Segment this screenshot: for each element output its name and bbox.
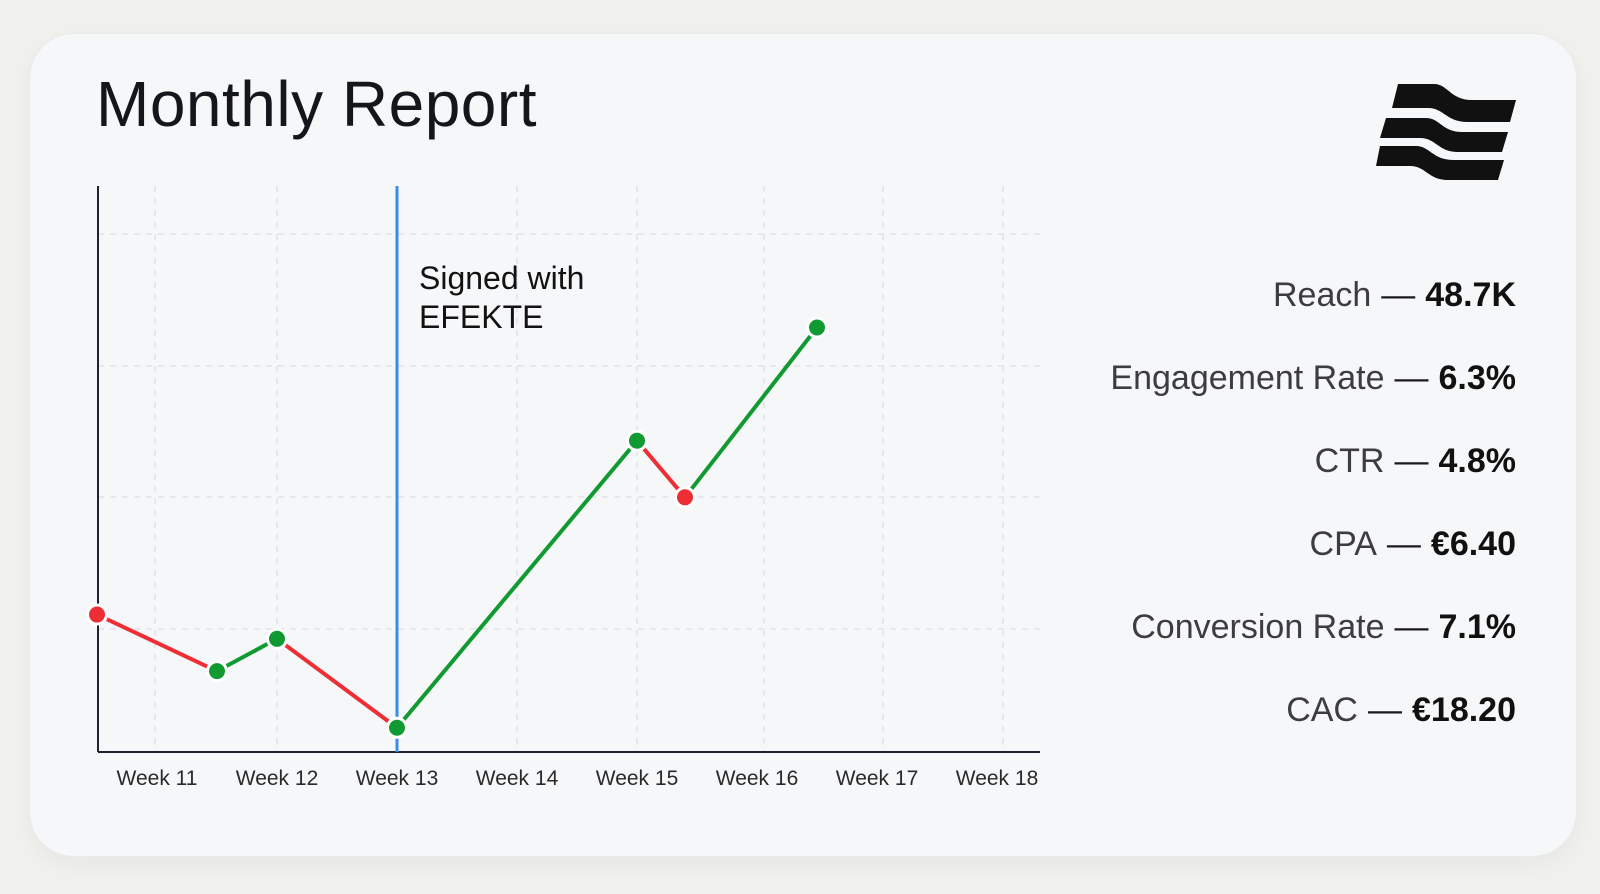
metric-label: Engagement Rate	[1110, 359, 1385, 397]
line-segment	[635, 438, 687, 500]
data-point	[677, 489, 693, 506]
page-title: Monthly Report	[96, 68, 537, 140]
annotation-line-1: Signed with	[419, 260, 584, 296]
metric-separator: —	[1386, 525, 1421, 563]
line-segment	[215, 636, 279, 674]
x-tick-label: Week 13	[356, 767, 439, 790]
line-segment	[95, 612, 219, 674]
metric-separator: —	[1368, 691, 1402, 729]
signed-annotation: Signed with EFEKTE	[419, 260, 593, 335]
grid-lines	[98, 186, 1040, 752]
data-point	[629, 432, 645, 449]
metric-separator: —	[1394, 608, 1429, 646]
metric-value: €18.20	[1412, 691, 1516, 729]
metric-cac: CAC — €18.20	[1286, 669, 1516, 752]
metric-value: 6.3%	[1438, 359, 1517, 397]
metric-value: €6.40	[1430, 525, 1516, 563]
metric-cpa: CPA — €6.40	[1310, 503, 1516, 586]
report-card	[30, 34, 1576, 856]
x-tick-label: Week 18	[956, 767, 1039, 790]
data-point	[209, 663, 225, 680]
x-tick-label: Week 12	[236, 767, 319, 790]
data-point	[89, 606, 105, 623]
x-tick-labels: Week 11 Week 12 Week 13 Week 14 Week 15 Week …	[117, 767, 1039, 790]
x-tick-label: Week 15	[596, 767, 679, 790]
metric-engagement-rate: Engagement Rate —6.3%	[1110, 337, 1516, 420]
metric-value: 7.1%	[1438, 608, 1517, 646]
metric-reach: Reach —48.7K	[1273, 254, 1516, 337]
metric-separator: —	[1381, 276, 1416, 314]
brand-logo	[1376, 84, 1516, 180]
x-tick-label: Week 11	[117, 767, 198, 790]
line-segments	[95, 325, 819, 730]
data-point	[389, 719, 405, 736]
metric-ctr: CTR —4.8%	[1315, 420, 1516, 503]
data-points	[86, 316, 828, 739]
metric-label: Conversion Rate	[1131, 608, 1385, 646]
metric-label: CPA	[1309, 525, 1377, 563]
metric-label: Reach	[1272, 276, 1372, 314]
metric-separator: —	[1394, 442, 1429, 480]
metric-conversion-rate: Conversion Rate —7.1%	[1131, 586, 1516, 669]
x-tick-label: Week 16	[716, 767, 799, 790]
metric-value: 4.8%	[1438, 442, 1517, 480]
metric-label: CTR	[1314, 442, 1385, 480]
line-segment	[275, 636, 399, 730]
data-point	[269, 630, 285, 647]
annotation-line-2: EFEKTE	[419, 299, 543, 335]
metric-label: CAC	[1286, 691, 1358, 729]
x-tick-label: Week 17	[836, 767, 919, 790]
metric-separator: —	[1394, 359, 1429, 397]
metric-value: 48.7K	[1425, 276, 1516, 314]
x-tick-label: Week 14	[476, 767, 559, 790]
line-segment	[395, 438, 639, 730]
metrics-list: Reach —48.7K Engagement Rate —6.3% CTR —4.8…	[1016, 254, 1516, 752]
data-point	[809, 319, 825, 336]
line-segment	[683, 325, 819, 500]
